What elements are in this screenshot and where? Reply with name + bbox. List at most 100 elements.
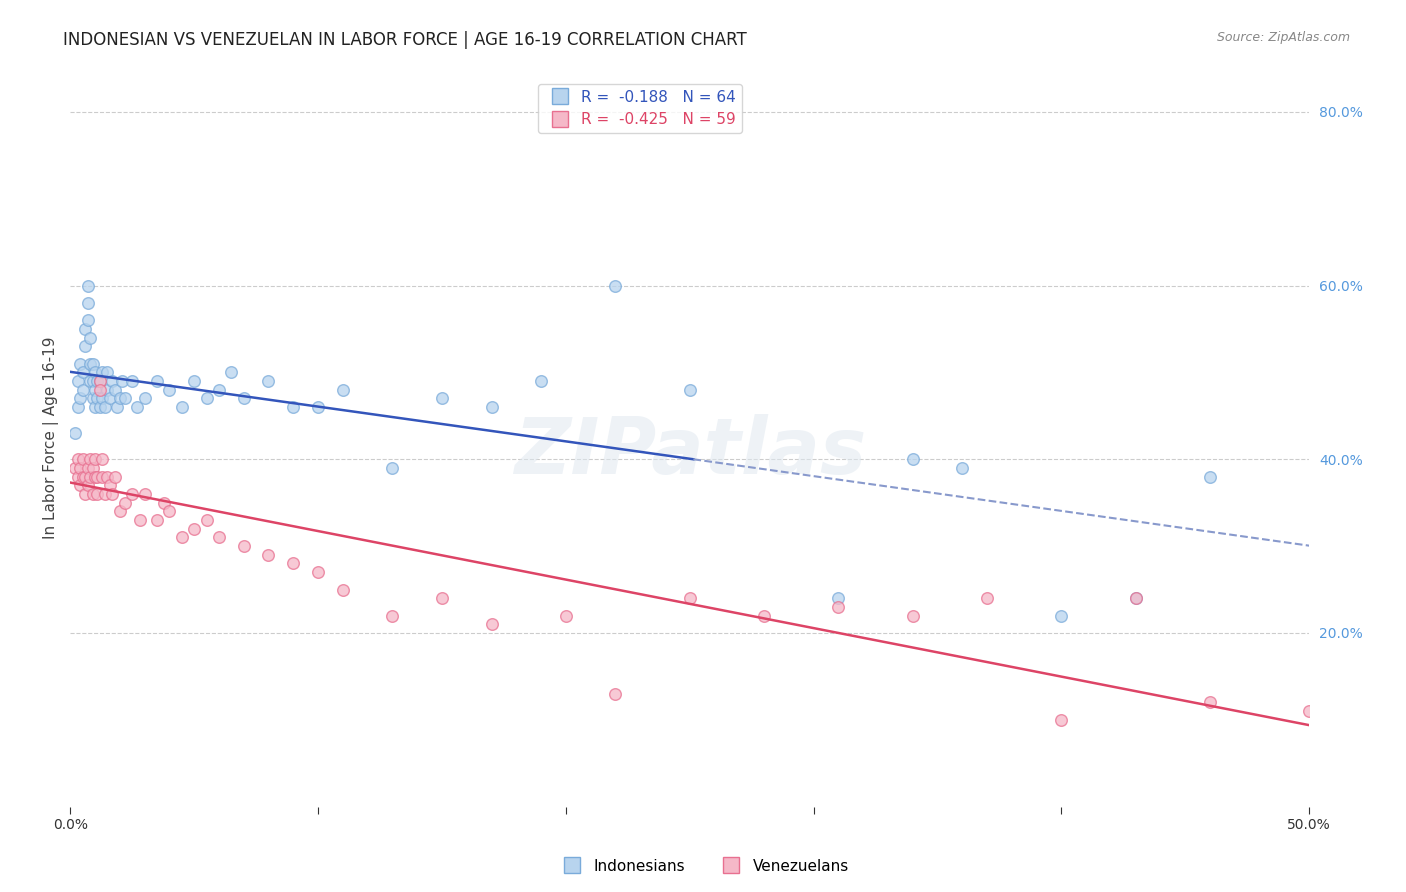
- Point: [84, 400, 107, 414]
- Point: [98, 478, 121, 492]
- Point: [75, 487, 97, 501]
- Point: [752, 608, 775, 623]
- Point: [554, 608, 576, 623]
- Point: [72, 366, 94, 380]
- Point: [105, 400, 128, 414]
- Point: [157, 504, 180, 518]
- Point: [84, 452, 107, 467]
- Point: [679, 591, 702, 606]
- Point: [96, 469, 118, 483]
- Legend: Indonesians, Venezuelans: Indonesians, Venezuelans: [551, 853, 855, 880]
- Point: [76, 296, 98, 310]
- Point: [146, 374, 169, 388]
- Point: [901, 608, 924, 623]
- Point: [75, 469, 97, 483]
- Point: [86, 374, 108, 388]
- Point: [104, 383, 127, 397]
- Point: [121, 487, 143, 501]
- Point: [530, 374, 553, 388]
- Point: [146, 513, 169, 527]
- Point: [605, 278, 627, 293]
- Point: [96, 383, 118, 397]
- Point: [283, 400, 305, 414]
- Point: [91, 452, 114, 467]
- Point: [84, 469, 107, 483]
- Point: [84, 383, 107, 397]
- Point: [307, 400, 329, 414]
- Point: [63, 461, 86, 475]
- Point: [134, 392, 156, 406]
- Point: [84, 366, 107, 380]
- Point: [332, 582, 354, 597]
- Point: [332, 383, 354, 397]
- Point: [86, 392, 108, 406]
- Point: [121, 374, 143, 388]
- Point: [72, 452, 94, 467]
- Point: [108, 392, 131, 406]
- Point: [98, 392, 121, 406]
- Point: [481, 617, 503, 632]
- Point: [381, 608, 404, 623]
- Point: [128, 513, 150, 527]
- Point: [76, 478, 98, 492]
- Point: [94, 400, 117, 414]
- Point: [89, 374, 111, 388]
- Point: [76, 461, 98, 475]
- Point: [430, 591, 453, 606]
- Point: [72, 383, 94, 397]
- Point: [1298, 704, 1320, 718]
- Point: [1199, 695, 1222, 709]
- Point: [195, 513, 218, 527]
- Point: [79, 469, 101, 483]
- Point: [82, 461, 104, 475]
- Point: [257, 374, 280, 388]
- Point: [950, 461, 973, 475]
- Point: [91, 392, 114, 406]
- Point: [183, 522, 205, 536]
- Point: [69, 478, 91, 492]
- Point: [82, 487, 104, 501]
- Point: [96, 366, 118, 380]
- Point: [104, 469, 127, 483]
- Point: [69, 461, 91, 475]
- Point: [75, 322, 97, 336]
- Point: [75, 339, 97, 353]
- Point: [82, 374, 104, 388]
- Point: [183, 374, 205, 388]
- Point: [79, 374, 101, 388]
- Point: [76, 313, 98, 327]
- Point: [257, 548, 280, 562]
- Point: [76, 278, 98, 293]
- Point: [153, 496, 176, 510]
- Point: [430, 392, 453, 406]
- Point: [94, 487, 117, 501]
- Point: [605, 687, 627, 701]
- Point: [66, 374, 89, 388]
- Point: [901, 452, 924, 467]
- Point: [79, 452, 101, 467]
- Point: [1125, 591, 1147, 606]
- Point: [89, 400, 111, 414]
- Point: [157, 383, 180, 397]
- Point: [111, 374, 134, 388]
- Point: [232, 539, 254, 553]
- Point: [679, 383, 702, 397]
- Point: [976, 591, 998, 606]
- Point: [481, 400, 503, 414]
- Point: [381, 461, 404, 475]
- Point: [827, 591, 849, 606]
- Point: [134, 487, 156, 501]
- Point: [827, 599, 849, 614]
- Point: [114, 496, 136, 510]
- Point: [232, 392, 254, 406]
- Point: [208, 383, 231, 397]
- Point: [66, 400, 89, 414]
- Point: [108, 504, 131, 518]
- Text: INDONESIAN VS VENEZUELAN IN LABOR FORCE | AGE 16-19 CORRELATION CHART: INDONESIAN VS VENEZUELAN IN LABOR FORCE …: [63, 31, 747, 49]
- Point: [86, 469, 108, 483]
- Point: [101, 487, 124, 501]
- Point: [72, 469, 94, 483]
- Point: [1199, 469, 1222, 483]
- Point: [63, 426, 86, 441]
- Point: [307, 565, 329, 579]
